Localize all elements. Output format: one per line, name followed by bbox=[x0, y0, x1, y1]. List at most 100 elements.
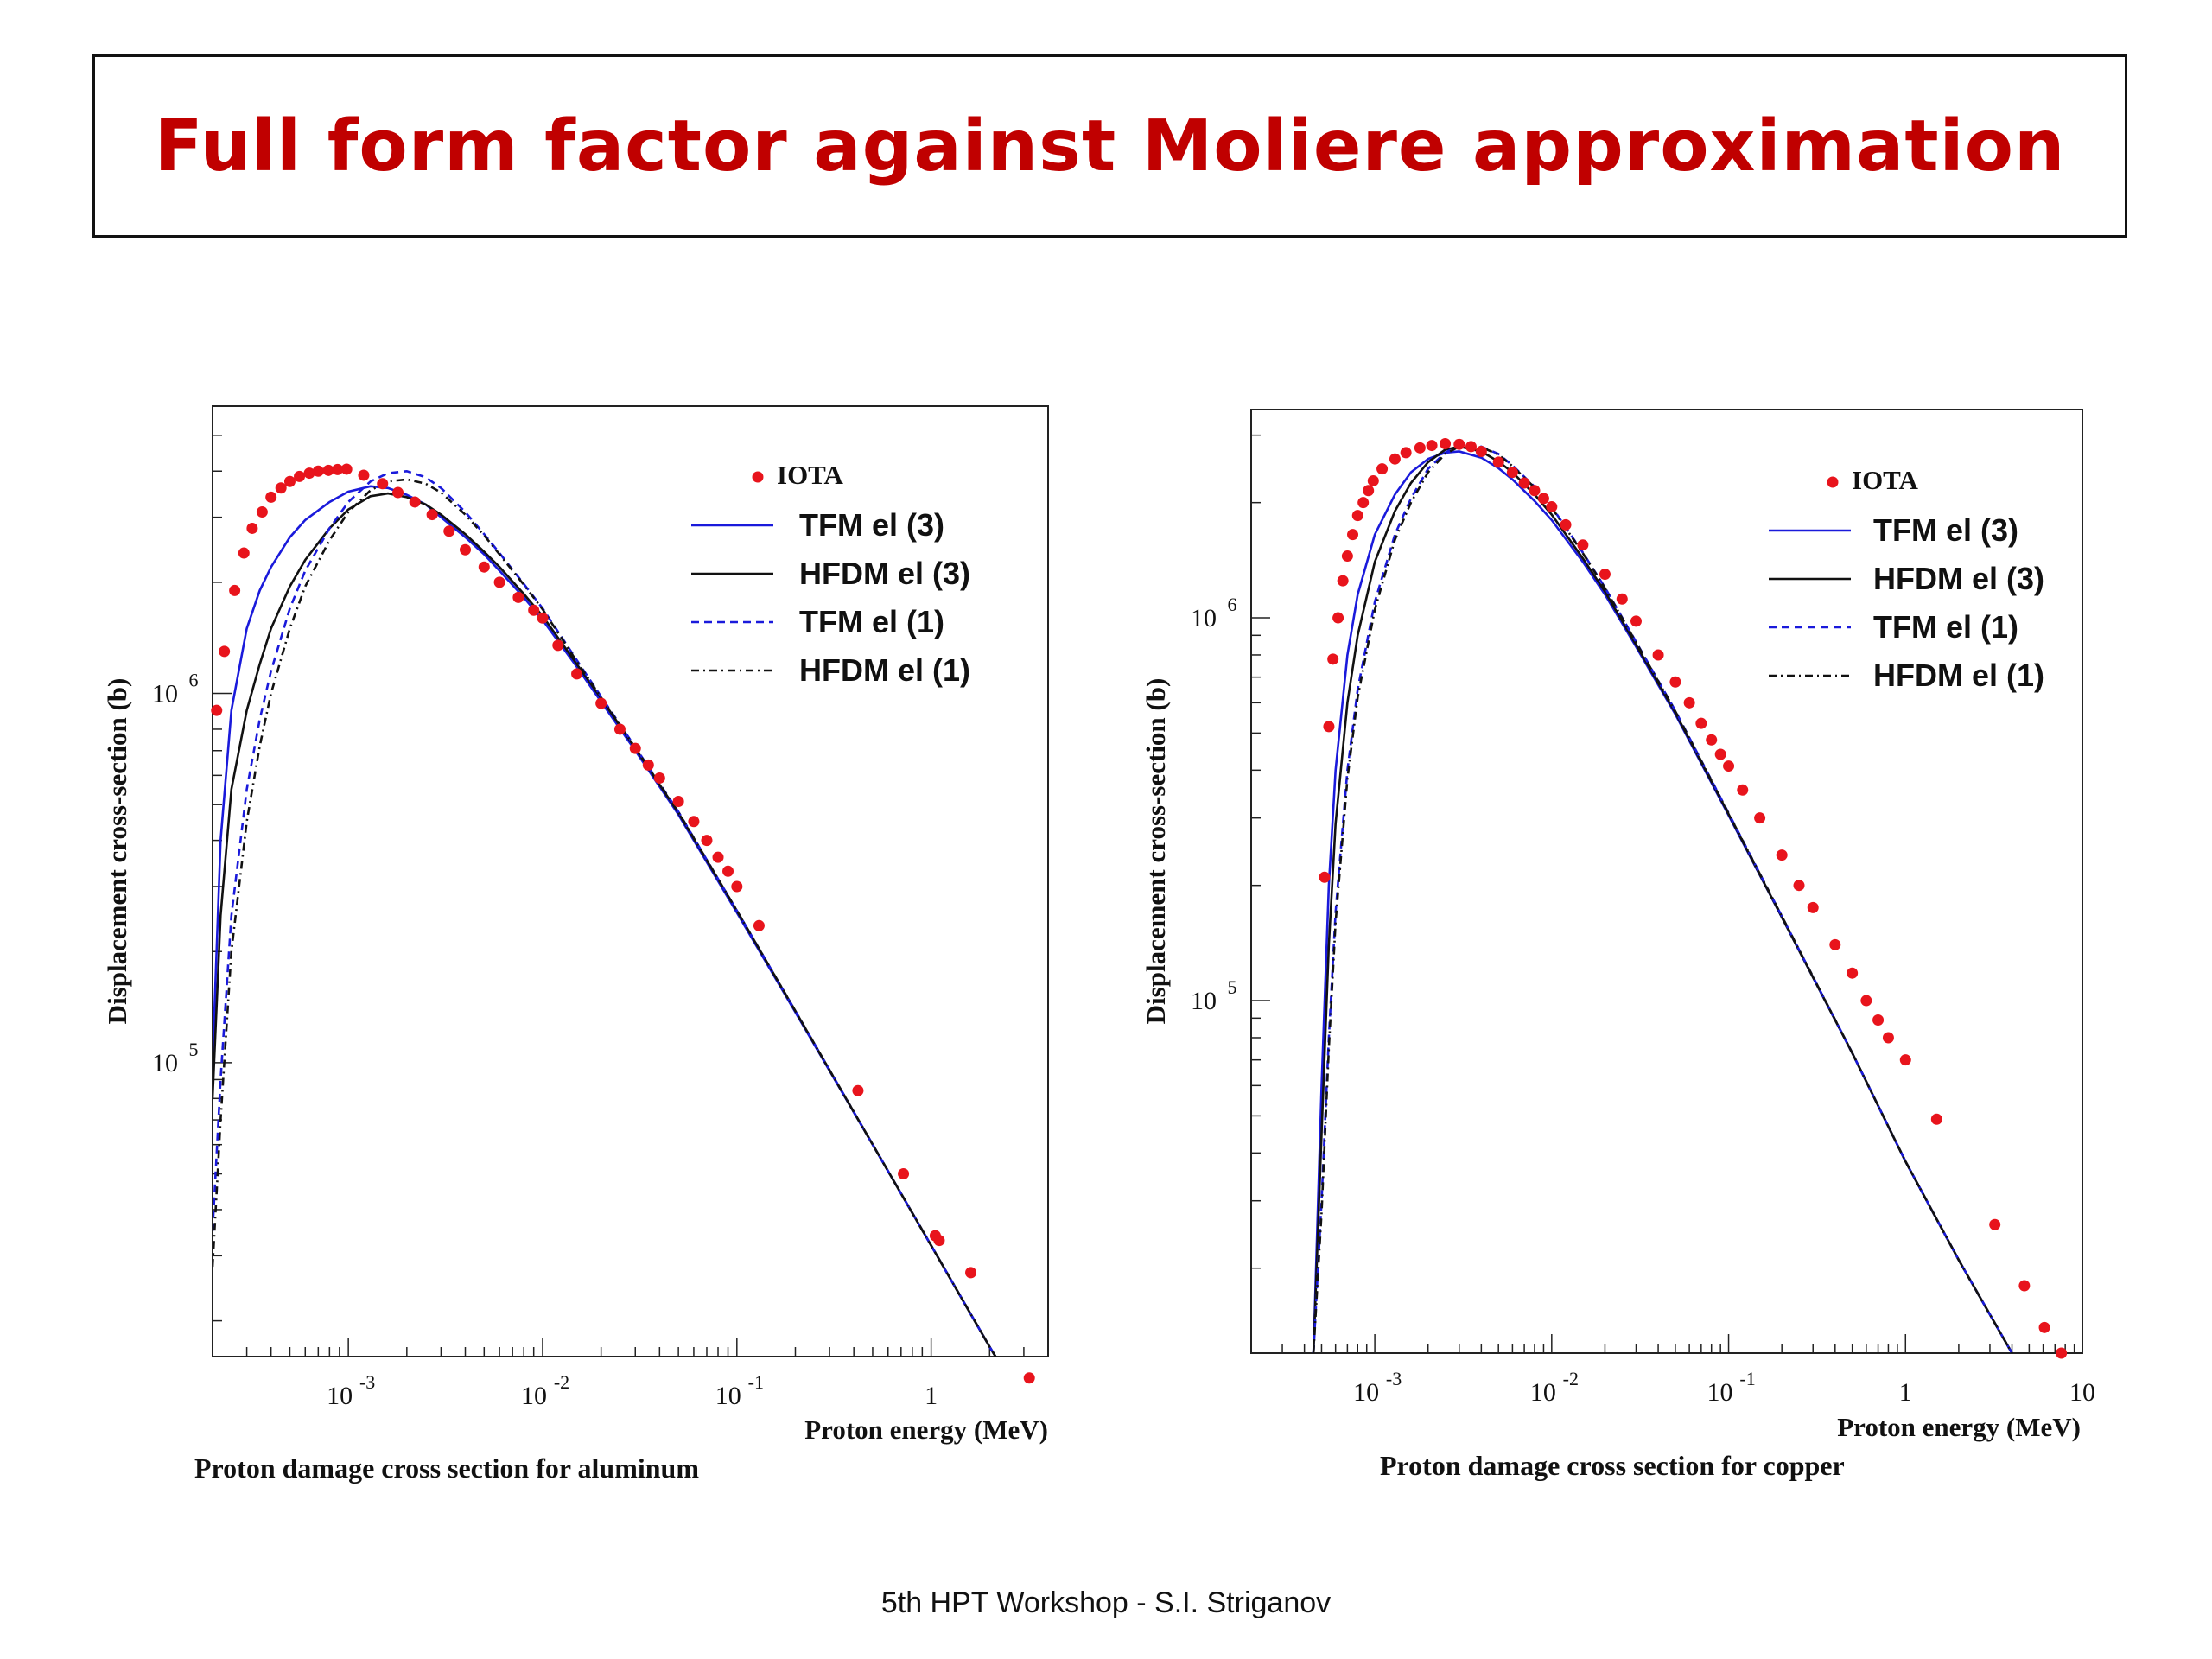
x-tick-label: 10 bbox=[2069, 1378, 2095, 1407]
legend-label: TFM el (1) bbox=[1873, 609, 2018, 645]
iota-point bbox=[2056, 1347, 2068, 1359]
x-tick-exponent: -3 bbox=[1386, 1368, 1402, 1389]
iota-point bbox=[552, 639, 564, 652]
series-line bbox=[213, 478, 997, 1357]
iota-point bbox=[1930, 1113, 1942, 1125]
iota-point bbox=[1669, 676, 1681, 688]
y-axis-label: Displacement cross-section (b) bbox=[102, 678, 132, 1025]
chart-legend: IOTA TFM el (3) HFDM el (3) TFM el (1) HFDM … bbox=[691, 460, 970, 688]
iota-point bbox=[1357, 497, 1370, 509]
iota-point bbox=[1332, 612, 1344, 624]
legend-label: TFM el (3) bbox=[799, 507, 944, 543]
iota-point bbox=[1829, 938, 1841, 950]
iota-point bbox=[312, 465, 324, 477]
iota-point bbox=[898, 1168, 910, 1180]
y-tick-label: 10 bbox=[152, 1049, 178, 1077]
iota-point bbox=[2038, 1321, 2050, 1333]
iota-point bbox=[1323, 721, 1335, 733]
iota-point bbox=[753, 919, 765, 931]
iota-point bbox=[1327, 653, 1339, 665]
legend-label: HFDM el (3) bbox=[799, 556, 970, 591]
iota-point bbox=[1414, 442, 1426, 454]
footer-text: 5th HPT Workshop - S.I. Striganov bbox=[880, 1586, 1332, 1619]
iota-point bbox=[460, 543, 472, 556]
iota-point bbox=[712, 851, 724, 863]
iota-point bbox=[1577, 539, 1589, 551]
x-tick-label: 1 bbox=[1899, 1378, 1912, 1407]
x-tick-exponent: -2 bbox=[554, 1371, 569, 1393]
iota-point bbox=[2018, 1280, 2031, 1292]
iota-point bbox=[1723, 760, 1735, 772]
iota-point bbox=[238, 547, 250, 559]
x-tick-exponent: -1 bbox=[1739, 1368, 1755, 1389]
iota-point bbox=[512, 591, 524, 603]
iota-point bbox=[1440, 438, 1452, 450]
x-tick-label: 10 bbox=[1353, 1378, 1379, 1407]
iota-point bbox=[1807, 901, 1819, 913]
x-tick-exponent: -3 bbox=[359, 1371, 375, 1393]
legend-label: IOTA bbox=[1852, 465, 1919, 495]
iota-point bbox=[303, 467, 315, 480]
y-tick-exponent: 5 bbox=[1228, 976, 1237, 998]
plot-frame bbox=[1250, 409, 2083, 1354]
iota-point bbox=[211, 704, 223, 716]
plot-curves bbox=[213, 469, 997, 1357]
y-tick-exponent: 6 bbox=[189, 670, 199, 691]
iota-point bbox=[377, 478, 389, 490]
iota-point bbox=[1537, 493, 1549, 505]
iota-point bbox=[1518, 477, 1530, 489]
y-tick-exponent: 6 bbox=[1228, 594, 1237, 615]
iota-point bbox=[1337, 575, 1349, 587]
chart-copper: 10 -3 10 -2 10 -1 1 10 10 6 10 5 Proton energy (MeV)… bbox=[1141, 409, 2095, 1481]
x-tick-label: 10 bbox=[521, 1382, 547, 1410]
iota-point bbox=[1475, 446, 1487, 458]
iota-point bbox=[1872, 1014, 1885, 1026]
legend-label: HFDM el (1) bbox=[799, 652, 970, 688]
iota-point bbox=[672, 796, 684, 808]
x-axis-label: Proton energy (MeV) bbox=[804, 1414, 1048, 1445]
legend-marker-iota bbox=[752, 471, 764, 483]
iota-points bbox=[1319, 438, 2068, 1359]
iota-point bbox=[1426, 440, 1438, 452]
iota-point bbox=[1023, 1372, 1035, 1384]
iota-point bbox=[701, 835, 713, 847]
iota-point bbox=[852, 1084, 864, 1096]
iota-point bbox=[1492, 456, 1504, 468]
legend-marker-iota bbox=[1827, 476, 1839, 488]
iota-point bbox=[613, 723, 626, 735]
iota-point bbox=[1652, 649, 1664, 661]
iota-point bbox=[1860, 995, 1872, 1007]
iota-point bbox=[1776, 849, 1788, 861]
series-line bbox=[213, 469, 997, 1357]
chart-legend: IOTA TFM el (3) HFDM el (3) TFM el (1) HFDM … bbox=[1769, 465, 2044, 693]
iota-point bbox=[229, 584, 241, 596]
iota-point bbox=[571, 668, 583, 680]
legend-label: HFDM el (1) bbox=[1873, 658, 2044, 693]
iota-point bbox=[322, 464, 334, 476]
iota-point bbox=[1367, 474, 1379, 486]
x-tick-label: 10 bbox=[715, 1382, 741, 1410]
iota-point bbox=[340, 463, 353, 475]
iota-point bbox=[1793, 880, 1805, 892]
iota-point bbox=[1989, 1218, 2001, 1230]
legend-label: TFM el (3) bbox=[1873, 512, 2018, 548]
chart-aluminum: 10 -3 10 -2 10 -1 1 10 6 10 5 Proton energy (MeV) Di… bbox=[102, 405, 1049, 1484]
iota-point bbox=[731, 880, 743, 893]
iota-point bbox=[965, 1267, 977, 1279]
y-tick-label: 10 bbox=[152, 680, 178, 709]
legend-label: TFM el (1) bbox=[799, 604, 944, 639]
iota-point bbox=[219, 645, 231, 658]
iota-point bbox=[246, 522, 258, 534]
iota-point bbox=[1389, 453, 1401, 465]
iota-point bbox=[1347, 529, 1359, 541]
x-tick-label: 10 bbox=[1707, 1378, 1733, 1407]
iota-point bbox=[1599, 569, 1611, 581]
iota-point bbox=[1560, 518, 1572, 531]
iota-point bbox=[1899, 1054, 1911, 1066]
iota-point bbox=[642, 759, 654, 771]
iota-point bbox=[493, 576, 505, 588]
iota-point bbox=[1714, 748, 1726, 760]
iota-point bbox=[1465, 441, 1477, 453]
x-tick-exponent: -1 bbox=[748, 1371, 764, 1393]
